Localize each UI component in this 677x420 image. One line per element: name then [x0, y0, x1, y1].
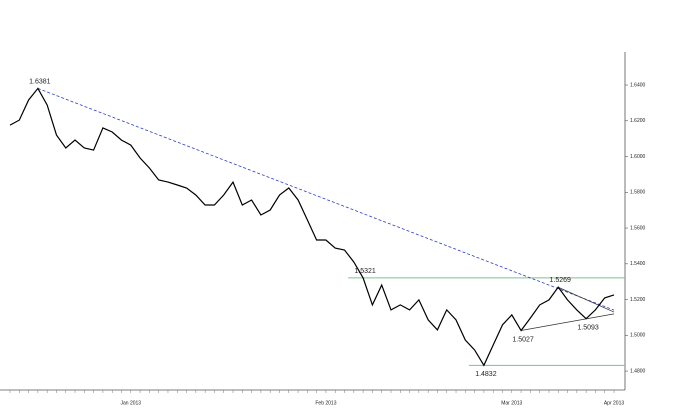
x-tick-label: Apr 2013	[604, 400, 625, 406]
y-tick-label: 1.5200	[630, 297, 646, 303]
x-tick-label: Mar 2013	[501, 400, 522, 406]
y-tick-label: 1.6000	[630, 154, 646, 160]
price-line	[9, 87, 615, 367]
annotation: 1.5321	[354, 268, 376, 275]
x-tick-label: Feb 2013	[315, 400, 336, 406]
annotation: 1.5093	[577, 325, 599, 332]
y-tick-label: 1.6200	[630, 118, 646, 124]
annotation: 1.6381	[29, 78, 51, 85]
y-tick-label: 1.5600	[630, 225, 646, 231]
y-tick-label: 1.6400	[630, 82, 646, 88]
annotation: 1.5027	[512, 336, 534, 343]
y-tick-label: 1.4800	[630, 368, 646, 374]
y-tick-label: 1.5400	[630, 261, 646, 267]
annotation: 1.5269	[550, 277, 572, 284]
y-tick-label: 1.5000	[630, 333, 646, 339]
trend-line	[521, 313, 615, 331]
y-tick-label: 1.5800	[630, 190, 646, 196]
trend-line	[37, 88, 615, 311]
trend-line	[558, 286, 615, 313]
annotation: 1.4832	[475, 371, 497, 378]
x-tick-label: Jan 2013	[121, 400, 142, 406]
